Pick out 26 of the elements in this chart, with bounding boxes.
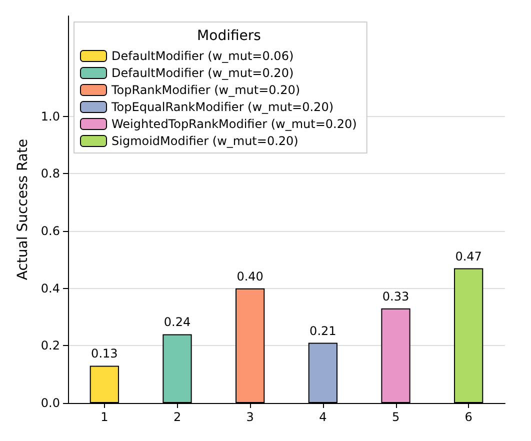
- data-label: 0.24: [164, 315, 191, 330]
- data-label: 0.13: [91, 346, 118, 361]
- data-label: 0.40: [236, 269, 264, 284]
- legend-title: Modifiers: [197, 28, 261, 44]
- legend-label: SigmoidModifier (w_mut=0.20): [112, 134, 298, 148]
- legend-label: TopRankModifier (w_mut=0.20): [110, 83, 300, 97]
- x-tick-label: 4: [319, 410, 327, 424]
- data-label: 0.21: [310, 324, 336, 338]
- data-label: 0.47: [455, 249, 482, 264]
- y-tick-label: 0.8: [40, 166, 60, 181]
- x-tick-label: 2: [173, 410, 182, 424]
- y-axis-title: Actual Success Rate: [15, 138, 31, 280]
- data-label: 0.33: [382, 289, 410, 304]
- y-tick-label: 0.2: [40, 338, 60, 353]
- x-tick-label: 6: [464, 410, 472, 424]
- y-tick-label: 0.0: [40, 396, 60, 410]
- x-tick-label: 1: [100, 410, 108, 424]
- legend-label: DefaultModifier (w_mut=0.20): [112, 66, 294, 80]
- legend-label: DefaultModifier (w_mut=0.06): [112, 49, 294, 63]
- y-tick-label: 0.6: [40, 224, 60, 238]
- legend-label: WeightedTopRankModifier (w_mut=0.20): [112, 117, 357, 131]
- legend-label: TopEqualRankModifier (w_mut=0.20): [110, 100, 334, 114]
- x-tick-label: 3: [246, 410, 254, 424]
- y-tick-label: 0.4: [40, 281, 60, 296]
- y-tick-label: 1.0: [40, 109, 60, 124]
- x-tick-label: 5: [392, 410, 400, 424]
